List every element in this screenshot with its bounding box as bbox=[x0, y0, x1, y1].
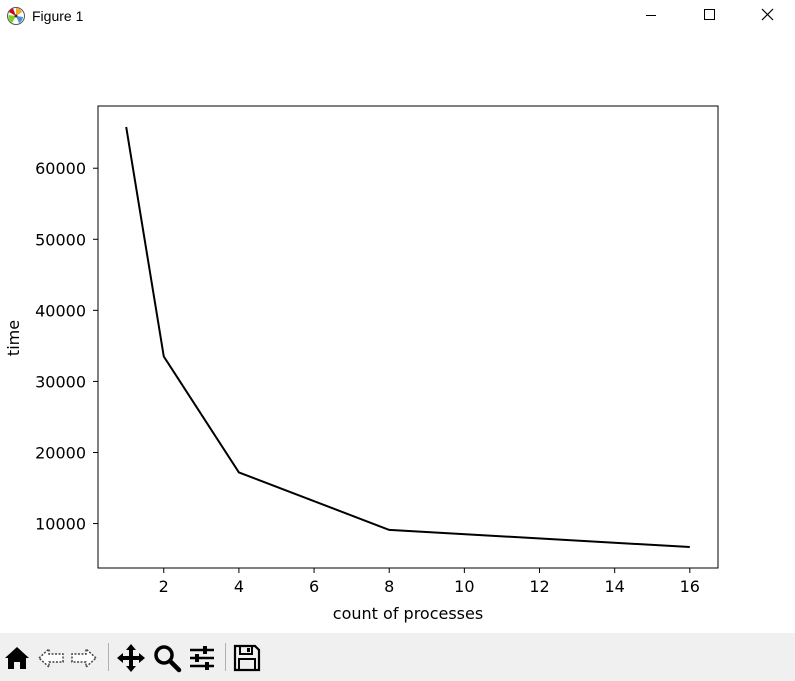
save-button[interactable] bbox=[232, 643, 262, 673]
x-tick-label: 2 bbox=[159, 577, 169, 596]
close-icon bbox=[761, 8, 774, 21]
magnifier-icon bbox=[154, 645, 182, 673]
y-tick-label: 40000 bbox=[35, 301, 86, 320]
line-chart: 2 4 6 8 10 12 14 16 10000 20000 30000 40000 50000 60… bbox=[4, 105, 719, 623]
pan-button[interactable] bbox=[116, 643, 146, 673]
sliders-icon bbox=[190, 646, 214, 670]
y-tick-label: 10000 bbox=[35, 515, 86, 534]
title-bar: Figure 1 bbox=[0, 0, 795, 32]
x-tick-label: 14 bbox=[604, 577, 624, 596]
matplotlib-logo-icon bbox=[7, 7, 25, 25]
figure-canvas[interactable]: 2 4 6 8 10 12 14 16 10000 20000 30000 40000 50000 60… bbox=[0, 32, 795, 633]
minimize-button[interactable] bbox=[628, 0, 674, 32]
x-tick-label: 4 bbox=[234, 577, 244, 596]
back-button[interactable] bbox=[36, 643, 66, 673]
y-axis-label: time bbox=[4, 320, 23, 356]
toolbar-separator bbox=[225, 643, 226, 671]
navigation-toolbar bbox=[0, 633, 795, 681]
home-button[interactable] bbox=[2, 643, 32, 673]
move-icon bbox=[117, 644, 145, 672]
y-tick-label: 60000 bbox=[35, 159, 86, 178]
floppy-disk-icon bbox=[233, 644, 261, 672]
forward-button[interactable] bbox=[69, 643, 99, 673]
maximize-icon bbox=[704, 9, 715, 20]
close-button[interactable] bbox=[745, 0, 791, 32]
zoom-button[interactable] bbox=[152, 643, 182, 673]
x-tick-label: 12 bbox=[529, 577, 549, 596]
home-icon bbox=[5, 647, 29, 669]
y-tick-label: 30000 bbox=[35, 372, 86, 391]
y-tick-label: 50000 bbox=[35, 230, 86, 249]
x-tick-label: 6 bbox=[309, 577, 319, 596]
x-tick-label: 16 bbox=[680, 577, 700, 596]
x-tick-label: 8 bbox=[384, 577, 394, 596]
x-tick-label: 10 bbox=[454, 577, 474, 596]
axes-frame bbox=[97, 105, 719, 569]
toolbar-separator bbox=[108, 643, 109, 671]
configure-subplots-button[interactable] bbox=[187, 643, 217, 673]
arrow-right-icon bbox=[71, 647, 98, 669]
y-tick-label: 20000 bbox=[35, 443, 86, 462]
arrow-left-icon bbox=[37, 647, 64, 669]
x-axis-label: count of processes bbox=[333, 604, 483, 623]
minimize-icon bbox=[646, 15, 656, 16]
window-title: Figure 1 bbox=[32, 8, 84, 24]
series-line-0 bbox=[125, 126, 690, 548]
maximize-button[interactable] bbox=[686, 0, 732, 32]
